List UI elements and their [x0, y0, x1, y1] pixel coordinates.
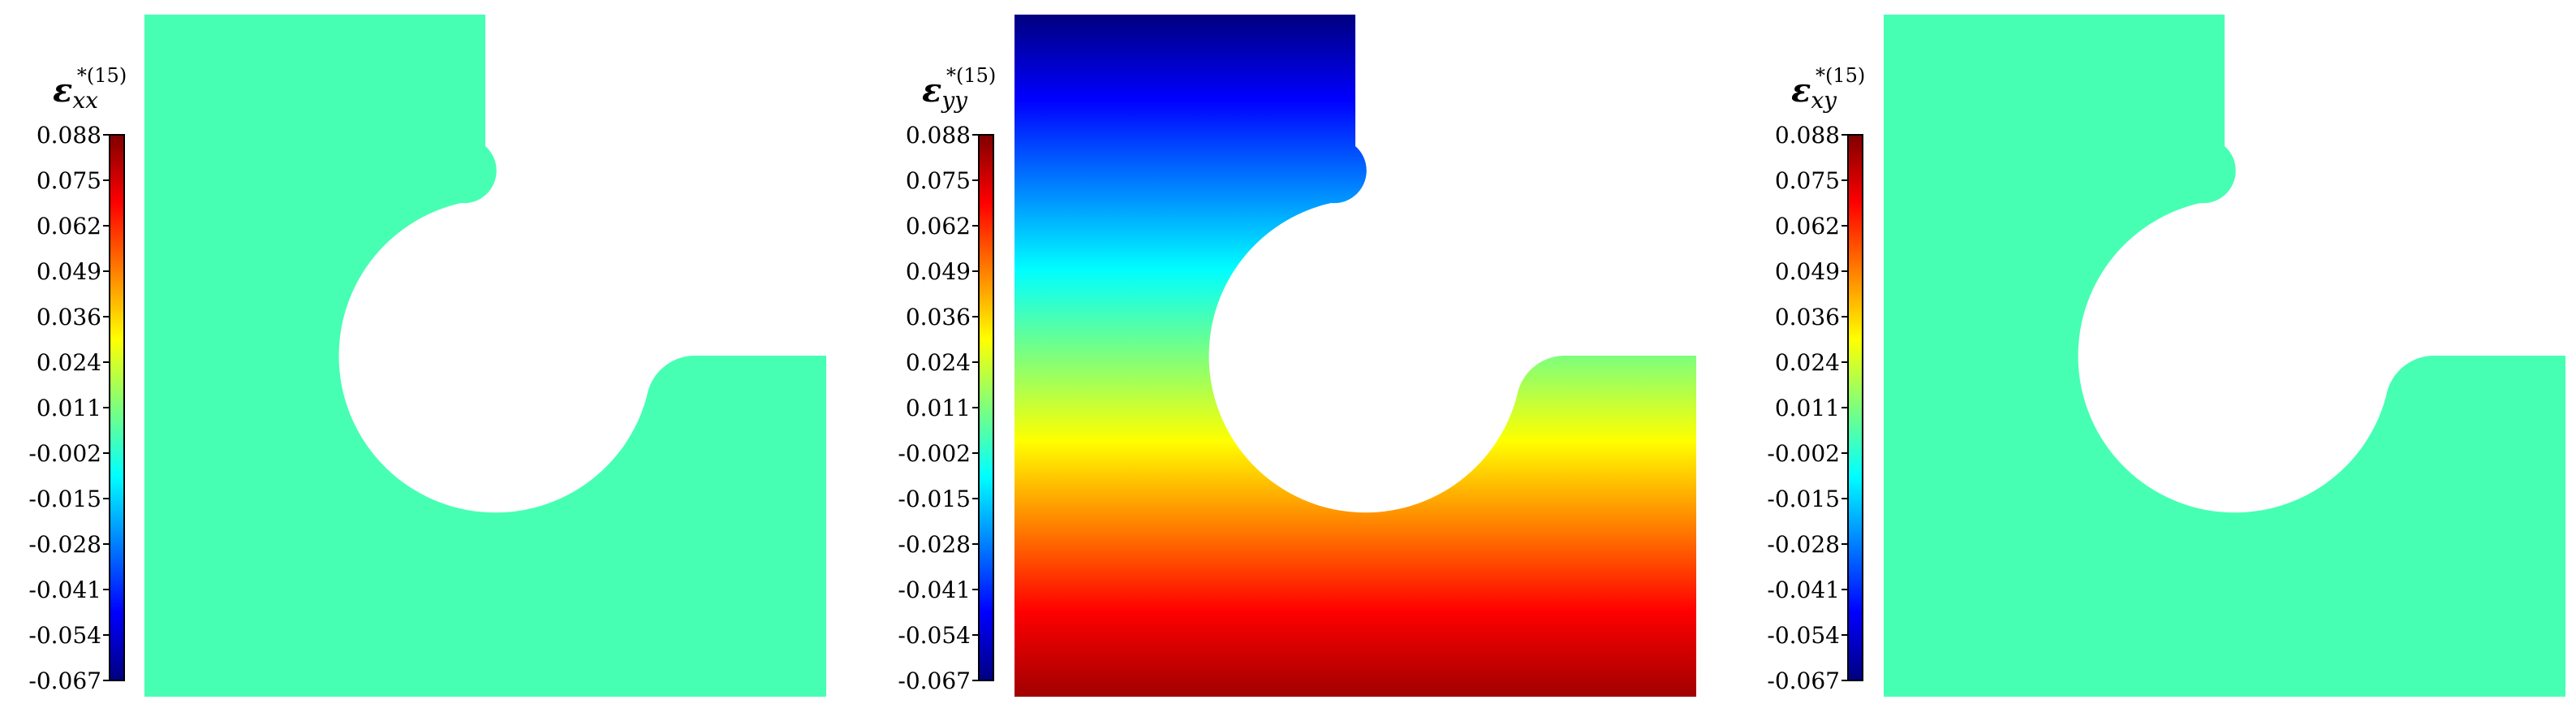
colorbar-tick-label: 0.049 [1775, 258, 1840, 285]
colorbar-tick-label: 0.088 [1775, 122, 1840, 149]
colorbar-tick-label: -0.041 [1767, 577, 1840, 603]
colorbar-tick-label: 0.088 [906, 122, 971, 149]
colorbar-tick-label: 0.011 [906, 395, 971, 421]
strain-xx-panel: εxx*(15) 0.0880.0750.0620.0490.0360.0240… [28, 15, 826, 697]
colorbar-tick-label: -0.054 [1767, 622, 1840, 649]
colorbar-ticks: 0.088 0.075 0.062 0.049 0.036 0.024 0.011 -0.00… [28, 122, 110, 694]
colorbar-tick-label: 0.036 [1775, 304, 1840, 330]
colorbar-tick-label: -0.028 [1767, 531, 1840, 558]
colorbar-tick-label: -0.054 [28, 622, 101, 649]
colorbar-tick-label: 0.075 [906, 167, 971, 194]
colorbar-tick-label: -0.015 [898, 486, 971, 512]
colorbar-tick-label: 0.011 [37, 395, 101, 421]
strain-field [144, 15, 826, 697]
colorbar-tick-label: -0.067 [898, 667, 971, 694]
svg-text:εxx*(15): εxx*(15) [53, 64, 127, 114]
colorbar-tick-label: -0.028 [898, 531, 971, 558]
colorbar-tick-label: 0.024 [906, 349, 971, 376]
colorbar-ticks: 0.088 0.075 0.062 0.049 0.036 0.024 0.011 -0.00… [1767, 122, 1848, 694]
colorbar-tick-label: 0.036 [37, 304, 101, 330]
colorbar-ticks: 0.088 0.075 0.062 0.049 0.036 0.024 0.011 -0.00… [898, 122, 979, 694]
colorbar-title: εyy*(15) [922, 64, 996, 114]
colorbar-tick-label: -0.067 [28, 667, 101, 694]
colorbar-tick-label: 0.036 [906, 304, 971, 330]
colorbar [1847, 134, 1863, 681]
colorbar-tick-label: 0.062 [906, 213, 971, 240]
strain-field [1884, 15, 2565, 697]
colorbar-tick-label: 0.062 [37, 213, 101, 240]
colorbar-tick-label: -0.002 [898, 440, 971, 467]
strain-xy-panel: εxy*(15) 0.0880.0750.0620.0490.0360.0240… [1767, 15, 2565, 697]
colorbar-title: εxy*(15) [1791, 64, 1865, 114]
colorbar-title: εxx*(15) [53, 64, 127, 114]
colorbar-tick-label: 0.088 [37, 122, 101, 149]
colorbar-tick-label: 0.075 [37, 167, 101, 194]
colorbar [978, 134, 994, 681]
strain-yy-panel: εyy*(15) 0.0880.0750.0620.0490.0360.0240… [898, 15, 1696, 697]
colorbar-tick-label: 0.011 [1775, 395, 1840, 421]
colorbar-tick-label: 0.062 [1775, 213, 1840, 240]
colorbar-tick-label: 0.049 [37, 258, 101, 285]
svg-text:εxy*(15): εxy*(15) [1791, 64, 1865, 114]
colorbar-tick-label: -0.041 [28, 577, 101, 603]
strain-field [1014, 15, 1696, 697]
colorbar-tick-label: -0.015 [28, 486, 101, 512]
colorbar-tick-label: -0.067 [1767, 667, 1840, 694]
colorbar-tick-label: -0.028 [28, 531, 101, 558]
colorbar-tick-label: -0.002 [1767, 440, 1840, 467]
colorbar-tick-label: 0.049 [906, 258, 971, 285]
colorbar-tick-label: 0.024 [37, 349, 101, 376]
colorbar-tick-label: -0.054 [898, 622, 971, 649]
colorbar-tick-label: 0.075 [1775, 167, 1840, 194]
colorbar-tick-label: -0.002 [28, 440, 101, 467]
colorbar-tick-label: -0.015 [1767, 486, 1840, 512]
svg-text:εyy*(15): εyy*(15) [922, 64, 996, 114]
colorbar [109, 134, 125, 681]
colorbar-tick-label: -0.041 [898, 577, 971, 603]
colorbar-tick-label: 0.024 [1775, 349, 1840, 376]
